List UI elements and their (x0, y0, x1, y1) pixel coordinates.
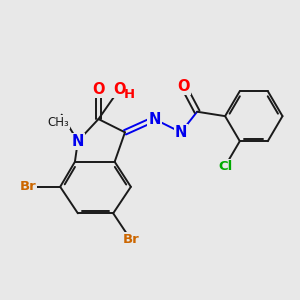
Text: CH₃: CH₃ (48, 116, 70, 128)
Text: H: H (124, 88, 135, 100)
Text: Br: Br (122, 233, 139, 246)
Text: N: N (72, 134, 84, 149)
Text: O: O (113, 82, 125, 97)
Text: O: O (178, 79, 190, 94)
Text: Cl: Cl (218, 160, 232, 173)
Text: O: O (92, 82, 105, 97)
Text: N: N (175, 125, 187, 140)
Text: Br: Br (20, 180, 36, 193)
Text: N: N (148, 112, 160, 127)
